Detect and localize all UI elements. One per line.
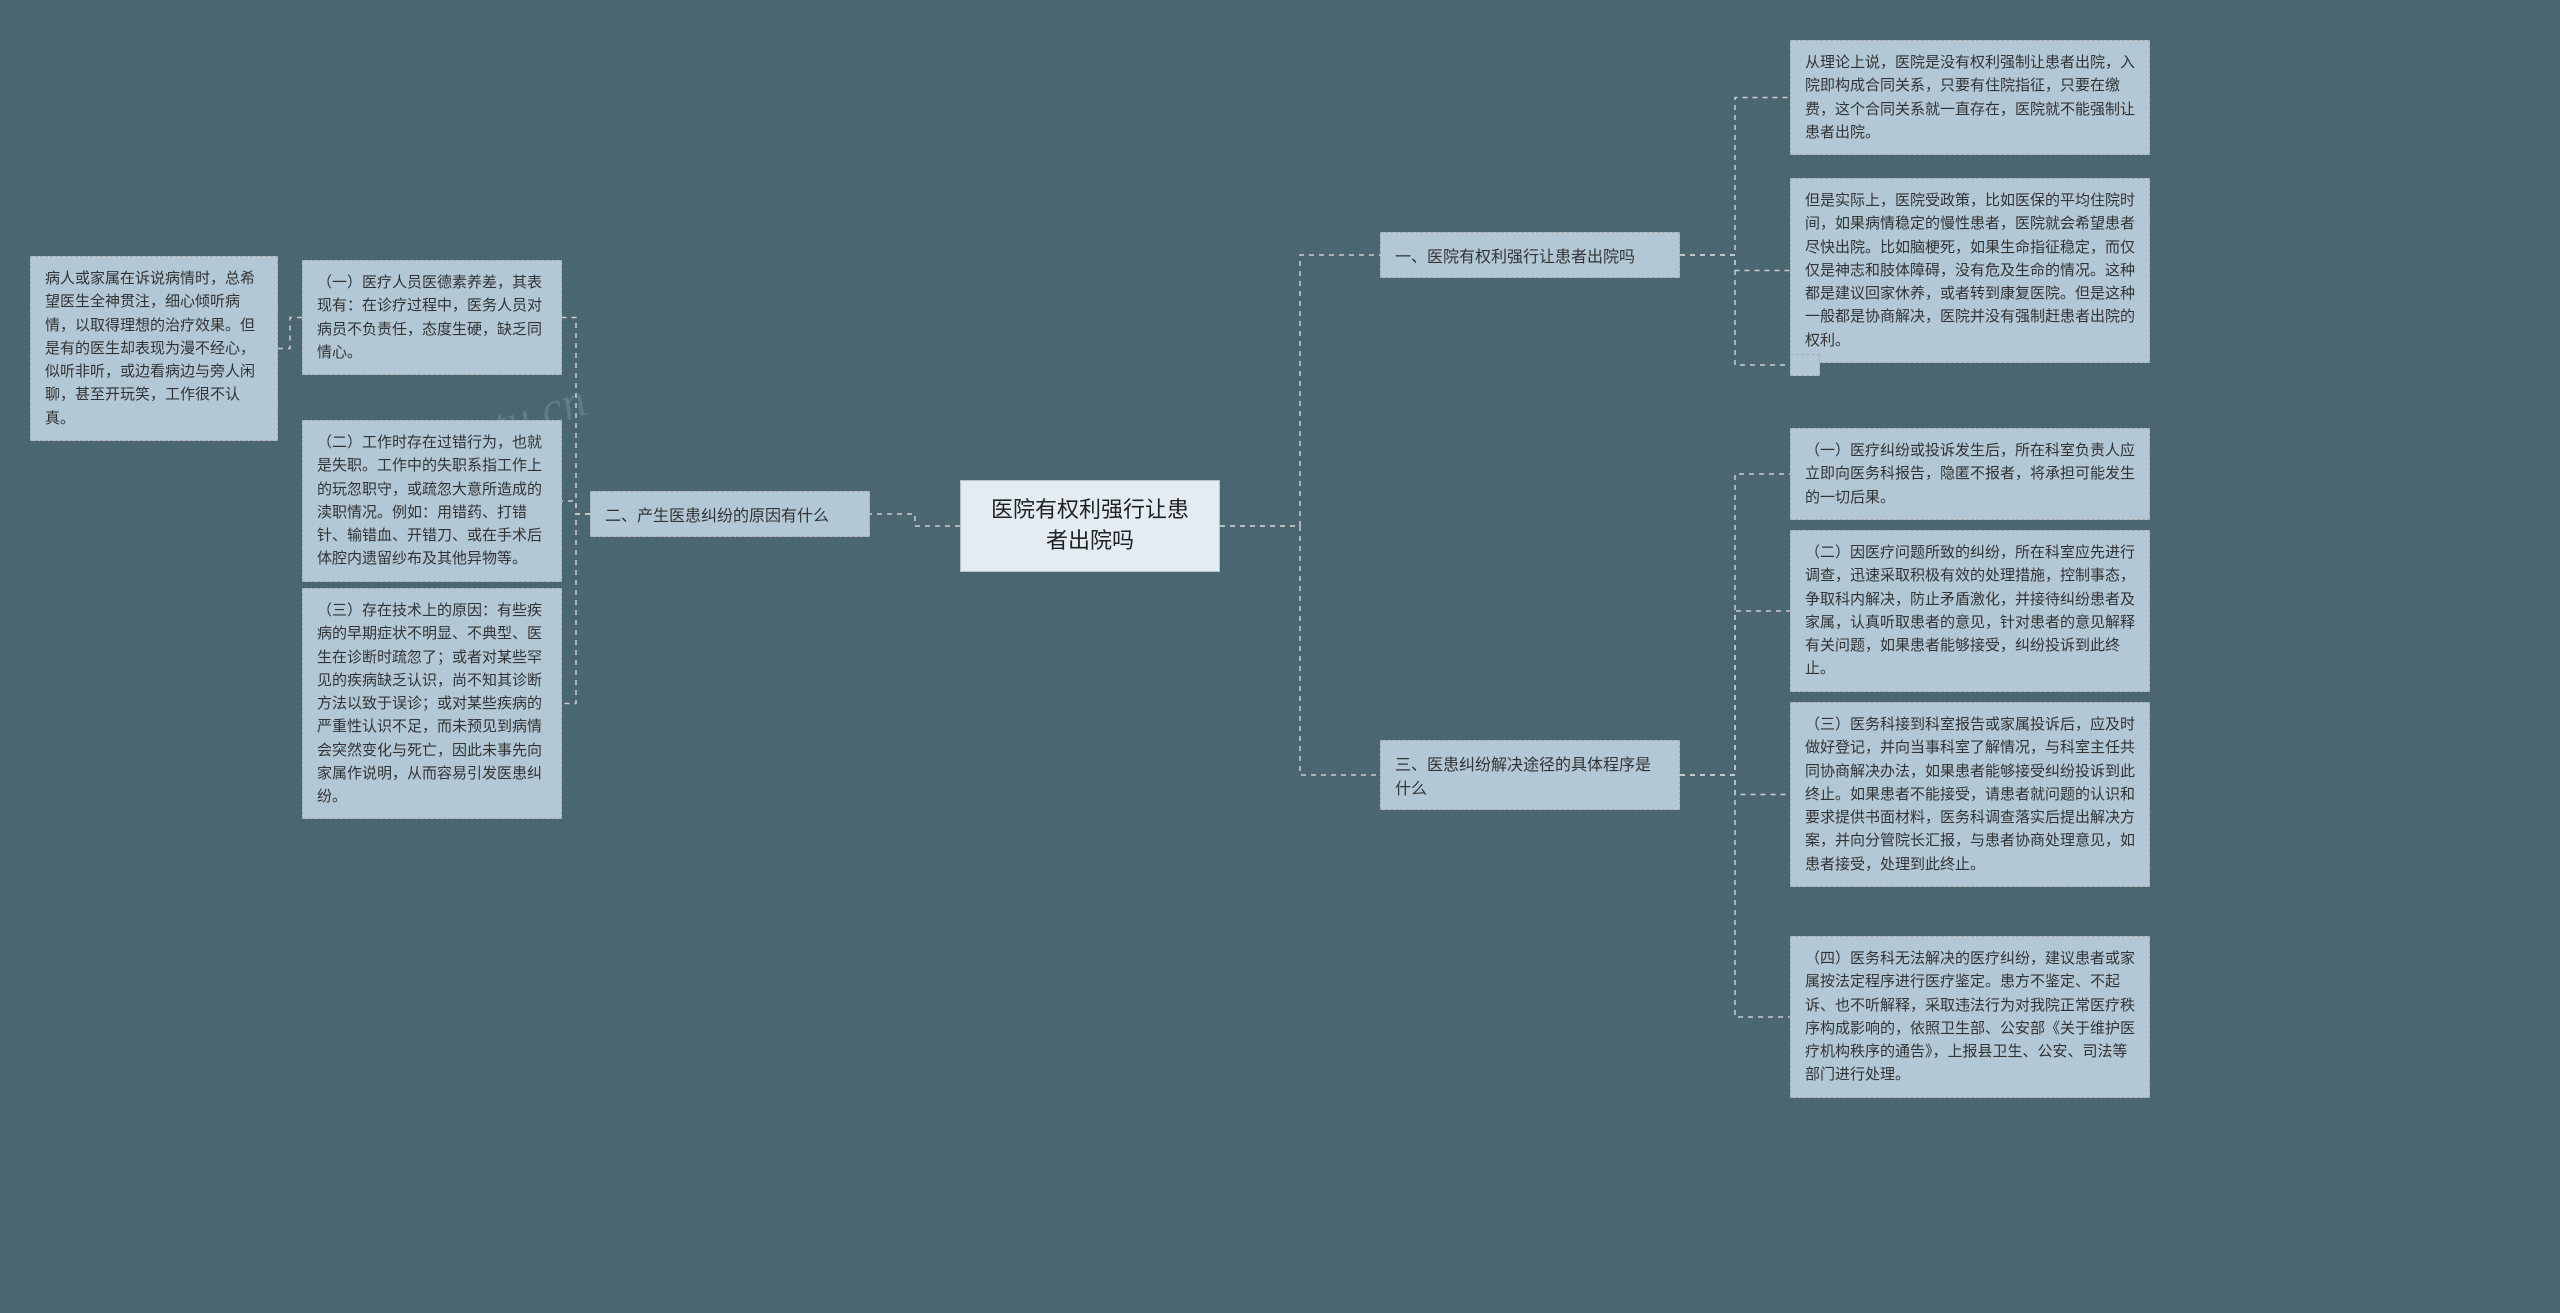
branch-2-child-3[interactable]: （三）存在技术上的原因：有些疾病的早期症状不明显、不典型、医生在诊断时疏忽了；或… bbox=[302, 588, 562, 819]
branch-3-child-4[interactable]: （四）医务科无法解决的医疗纠纷，建议患者或家属按法定程序进行医疗鉴定。患方不鉴定… bbox=[1790, 936, 2150, 1098]
branch-2-child-3-text: （三）存在技术上的原因：有些疾病的早期症状不明显、不典型、医生在诊断时疏忽了；或… bbox=[317, 602, 542, 805]
branch-2-label: 二、产生医患纠纷的原因有什么 bbox=[605, 508, 829, 525]
branch-1-child-1-text: 从理论上说，医院是没有权利强制让患者出院，入院即构成合同关系，只要有住院指征，只… bbox=[1805, 54, 2135, 141]
branch-3-child-3[interactable]: （三）医务科接到科室报告或家属投诉后，应及时做好登记，并向当事科室了解情况，与科… bbox=[1790, 702, 2150, 887]
branch-1[interactable]: 一、医院有权利强行让患者出院吗 bbox=[1380, 232, 1680, 278]
branch-1-child-2[interactable]: 但是实际上，医院受政策，比如医保的平均住院时间，如果病情稳定的慢性患者，医院就会… bbox=[1790, 178, 2150, 363]
branch-2-child-1-grandchild-text: 病人或家属在诉说病情时，总希望医生全神贯注，细心倾听病情，以取得理想的治疗效果。… bbox=[45, 270, 255, 427]
branch-1-child-3[interactable] bbox=[1790, 354, 1820, 376]
branch-2-child-2[interactable]: （二）工作时存在过错行为，也就是失职。工作中的失职系指工作上的玩忽职守，或疏忽大… bbox=[302, 420, 562, 582]
branch-1-child-1[interactable]: 从理论上说，医院是没有权利强制让患者出院，入院即构成合同关系，只要有住院指征，只… bbox=[1790, 40, 2150, 155]
branch-2-child-1-grandchild[interactable]: 病人或家属在诉说病情时，总希望医生全神贯注，细心倾听病情，以取得理想的治疗效果。… bbox=[30, 256, 278, 441]
branch-3-child-3-text: （三）医务科接到科室报告或家属投诉后，应及时做好登记，并向当事科室了解情况，与科… bbox=[1805, 716, 2135, 873]
branch-2[interactable]: 二、产生医患纠纷的原因有什么 bbox=[590, 491, 870, 537]
branch-3-child-1[interactable]: （一）医疗纠纷或投诉发生后，所在科室负责人应立即向医务科报告，隐匿不报者，将承担… bbox=[1790, 428, 2150, 520]
branch-3-child-2-text: （二）因医疗问题所致的纠纷，所在科室应先进行调查，迅速采取积极有效的处理措施，控… bbox=[1805, 544, 2135, 677]
branch-2-child-1-text: （一）医疗人员医德素养差，其表现有：在诊疗过程中，医务人员对病员不负责任，态度生… bbox=[317, 274, 542, 361]
root-label: 医院有权利强行让患者出院吗 bbox=[991, 497, 1189, 553]
branch-3-child-4-text: （四）医务科无法解决的医疗纠纷，建议患者或家属按法定程序进行医疗鉴定。患方不鉴定… bbox=[1805, 950, 2135, 1083]
branch-2-child-2-text: （二）工作时存在过错行为，也就是失职。工作中的失职系指工作上的玩忽职守，或疏忽大… bbox=[317, 434, 542, 567]
branch-3-label: 三、医患纠纷解决途径的具体程序是什么 bbox=[1395, 757, 1651, 798]
branch-1-label: 一、医院有权利强行让患者出院吗 bbox=[1395, 249, 1635, 266]
branch-3-child-1-text: （一）医疗纠纷或投诉发生后，所在科室负责人应立即向医务科报告，隐匿不报者，将承担… bbox=[1805, 442, 2135, 506]
branch-3-child-2[interactable]: （二）因医疗问题所致的纠纷，所在科室应先进行调查，迅速采取积极有效的处理措施，控… bbox=[1790, 530, 2150, 692]
root-node[interactable]: 医院有权利强行让患者出院吗 bbox=[960, 480, 1220, 572]
branch-2-child-1[interactable]: （一）医疗人员医德素养差，其表现有：在诊疗过程中，医务人员对病员不负责任，态度生… bbox=[302, 260, 562, 375]
branch-3[interactable]: 三、医患纠纷解决途径的具体程序是什么 bbox=[1380, 740, 1680, 810]
branch-1-child-2-text: 但是实际上，医院受政策，比如医保的平均住院时间，如果病情稳定的慢性患者，医院就会… bbox=[1805, 192, 2135, 349]
